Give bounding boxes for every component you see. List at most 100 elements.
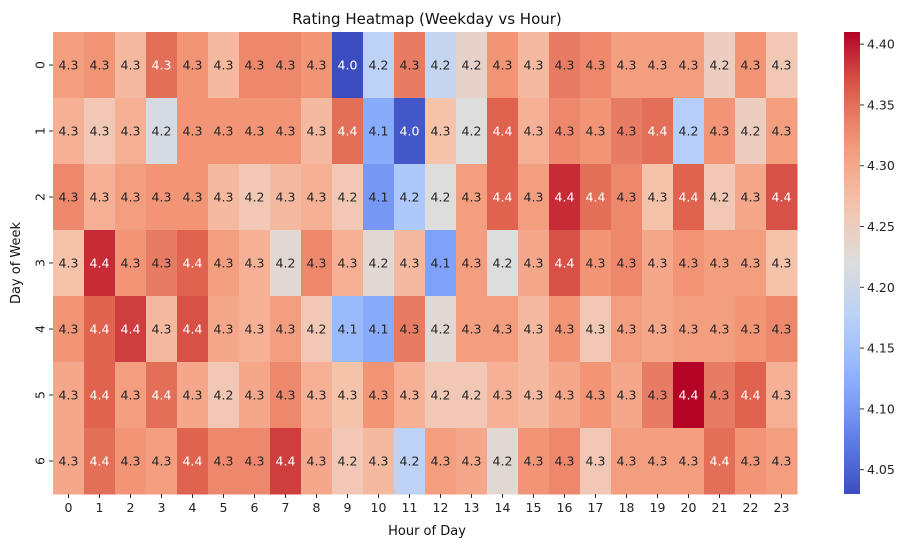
cell-value-label: 4.2: [493, 454, 513, 469]
cell-value-label: 4.3: [555, 322, 575, 337]
colorbar-ticks: 4.05 4.10 4.15 4.20 4.25 4.30 4.35 4.40: [860, 37, 895, 477]
heatmap-cell: [518, 32, 550, 99]
heatmap-cell: [363, 98, 395, 165]
heatmap-cell: [704, 362, 736, 429]
cell-value-label: 4.3: [648, 322, 668, 337]
cell-value-label: 4.3: [679, 322, 699, 337]
heatmap-cell: [394, 428, 426, 495]
y-tick-label: 4: [33, 325, 48, 333]
heatmap-cell: [115, 32, 147, 99]
cell-value-label: 4.4: [710, 454, 730, 469]
heatmap-cell: [270, 296, 302, 363]
cell-value-label: 4.4: [555, 256, 575, 271]
x-tick-label: 3: [158, 500, 166, 515]
heatmap-cell: [53, 428, 85, 495]
heatmap-cell: [301, 296, 333, 363]
heatmap-cell: [301, 362, 333, 429]
y-tick-label: 2: [33, 193, 48, 201]
heatmap-cell: [363, 296, 395, 363]
heatmap-cell: [766, 362, 798, 429]
heatmap-cell: [270, 98, 302, 165]
heatmap-cell: [332, 164, 364, 231]
heatmap-cell: [518, 362, 550, 429]
heatmap-cell: [580, 296, 612, 363]
heatmap-cell: [766, 428, 798, 495]
heatmap-cell: [425, 164, 457, 231]
x-tick-label: 15: [526, 500, 542, 515]
y-tick-label: 1: [33, 127, 48, 135]
heatmap-cell: [115, 98, 147, 165]
heatmap-cell: [208, 98, 240, 165]
cell-value-label: 4.2: [152, 124, 172, 139]
cell-value-label: 4.3: [245, 388, 265, 403]
heatmap-cell: [53, 362, 85, 429]
cell-value-label: 4.3: [679, 256, 699, 271]
x-tick-label: 1: [96, 500, 104, 515]
cell-value-label: 4.2: [462, 388, 482, 403]
cell-value-label: 4.3: [214, 124, 234, 139]
cell-value-label: 4.4: [90, 388, 110, 403]
heatmap-cell: [208, 32, 240, 99]
cell-value-label: 4.3: [214, 58, 234, 73]
cell-value-label: 4.3: [524, 58, 544, 73]
cell-value-label: 4.3: [276, 388, 296, 403]
heatmap-cell: [84, 98, 116, 165]
heatmap-cell: [487, 32, 519, 99]
heatmap-cell: [115, 428, 147, 495]
heatmap-cell: [673, 362, 705, 429]
cell-value-label: 4.2: [307, 322, 327, 337]
heatmap-cell: [84, 428, 116, 495]
cell-value-label: 4.3: [741, 454, 761, 469]
heatmap-cell: [549, 230, 581, 297]
cell-value-label: 4.3: [617, 256, 637, 271]
cell-value-label: 4.3: [276, 58, 296, 73]
heatmap-cell: [735, 362, 767, 429]
heatmap-cell: [270, 164, 302, 231]
heatmap-cell: [735, 428, 767, 495]
heatmap-cell: [332, 428, 364, 495]
cell-value-label: 4.3: [493, 388, 513, 403]
x-axis-ticks: 0 1 2 3 4 5 6 7 8 9 10 11 12 13 14 15 16 17 18 19 20 21 22 23: [65, 494, 790, 515]
cell-value-label: 4.4: [90, 322, 110, 337]
cell-value-label: 4.3: [648, 454, 668, 469]
cell-value-label: 4.2: [493, 256, 513, 271]
heatmap-cell: [642, 230, 674, 297]
heatmap-cell: [580, 230, 612, 297]
heatmap-cell: [642, 164, 674, 231]
cell-value-label: 4.3: [741, 58, 761, 73]
cell-value-label: 4.3: [245, 322, 265, 337]
colorbar-tick-label: 4.15: [867, 341, 895, 356]
x-tick-label: 5: [220, 500, 228, 515]
cell-value-label: 4.2: [462, 58, 482, 73]
x-tick-label: 23: [774, 500, 790, 515]
cell-value-label: 4.4: [648, 124, 668, 139]
heatmap-cell: [549, 428, 581, 495]
cell-value-label: 4.3: [462, 454, 482, 469]
cell-value-label: 4.3: [90, 124, 110, 139]
cell-value-label: 4.2: [400, 454, 420, 469]
heatmap-cell: [301, 164, 333, 231]
cell-value-label: 4.4: [772, 190, 792, 205]
heatmap-cell: [549, 98, 581, 165]
heatmap-cell: [146, 164, 178, 231]
heatmap-cell: [53, 296, 85, 363]
heatmap-cell: [580, 32, 612, 99]
heatmap-cell: [518, 428, 550, 495]
cell-value-label: 4.3: [648, 388, 668, 403]
heatmap-cell: [704, 230, 736, 297]
cell-value-label: 4.3: [276, 322, 296, 337]
cell-value-label: 4.3: [400, 256, 420, 271]
cell-value-label: 4.3: [121, 190, 141, 205]
cell-value-label: 4.2: [338, 190, 358, 205]
heatmap-cell: [239, 98, 271, 165]
cell-value-label: 4.3: [59, 388, 79, 403]
heatmap-cell: [84, 164, 116, 231]
colorbar-gradient: [844, 32, 860, 494]
heatmap-cell: [580, 98, 612, 165]
cell-value-label: 4.3: [493, 58, 513, 73]
cell-value-label: 4.4: [679, 388, 699, 403]
heatmap-cell: [177, 98, 209, 165]
heatmap-cell: [270, 32, 302, 99]
heatmap-cell: [611, 230, 643, 297]
heatmap-cell: [456, 230, 488, 297]
